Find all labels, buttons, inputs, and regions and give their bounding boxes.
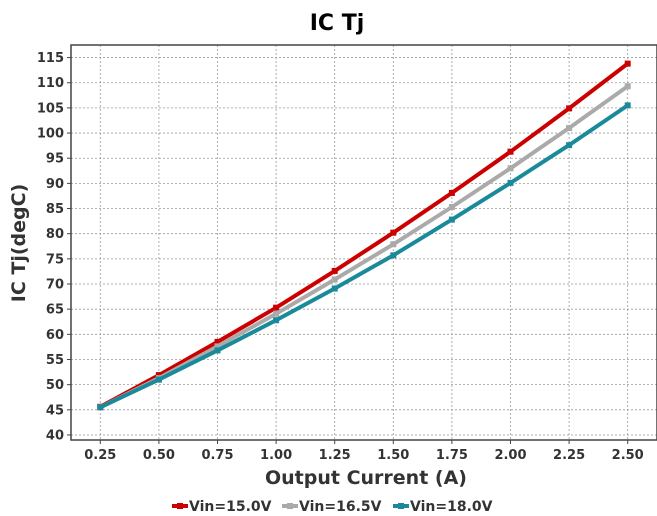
x-tick-label: 2.50 <box>612 448 644 463</box>
legend: Vin=15.0V Vin=16.5V Vin=18.0V <box>172 499 493 515</box>
y-tick-label: 105 <box>37 101 64 116</box>
x-tick-label: 1.00 <box>260 448 292 463</box>
data-point <box>566 105 573 112</box>
data-point <box>390 229 397 236</box>
data-point <box>214 347 221 354</box>
data-point <box>448 189 455 196</box>
data-point <box>566 142 573 149</box>
y-tick-label: 100 <box>37 127 64 142</box>
legend-marker <box>177 503 183 509</box>
x-tick-label: 2.00 <box>494 448 526 463</box>
legend-item: Vin=16.5V <box>282 499 382 515</box>
legend-item: Vin=15.0V <box>172 499 272 515</box>
data-point <box>331 276 338 283</box>
series-2 <box>97 83 631 411</box>
y-tick-label: 50 <box>46 378 64 393</box>
data-point <box>97 404 104 411</box>
x-tick-label: 0.75 <box>201 448 233 463</box>
y-tick-label: 40 <box>46 428 64 443</box>
data-point <box>390 252 397 259</box>
x-axis-title: Output Current (A) <box>265 467 467 489</box>
data-point <box>624 60 631 67</box>
y-tick-label: 60 <box>46 328 64 343</box>
y-tick-label: 95 <box>46 152 64 167</box>
y-tick-label: 85 <box>46 202 64 217</box>
y-tick-label: 80 <box>46 227 64 242</box>
y-tick-label: 90 <box>46 177 64 192</box>
y-tick-label: 75 <box>46 252 64 267</box>
data-point <box>566 125 573 132</box>
y-axis-title: IC Tj(degC) <box>8 184 30 303</box>
legend-label: Vin=18.0V <box>410 499 493 515</box>
data-point <box>331 267 338 274</box>
data-point <box>448 216 455 223</box>
data-point <box>273 310 280 317</box>
y-tick-label: 45 <box>46 403 64 418</box>
series-line <box>98 61 630 409</box>
data-point <box>155 376 162 383</box>
data-point <box>624 102 631 109</box>
y-tick-label: 65 <box>46 303 64 318</box>
x-axis-ticks: 0.25 0.50 0.75 1.00 1.25 1.50 1.75 2.00 2.25 2.50 <box>84 440 644 463</box>
x-tick-label: 1.75 <box>436 448 468 463</box>
series-1 <box>97 60 631 410</box>
data-point <box>507 148 514 155</box>
chart-title: IC Tj <box>310 11 365 36</box>
series <box>97 60 631 411</box>
x-tick-label: 0.25 <box>84 448 116 463</box>
data-point <box>273 317 280 324</box>
legend-label: Vin=16.5V <box>299 499 382 515</box>
data-point <box>624 83 631 90</box>
legend-marker <box>398 503 404 509</box>
y-axis-ticks: 40 45 50 55 60 65 70 75 80 85 90 95 100 105 110 115 <box>37 51 71 443</box>
x-tick-label: 1.25 <box>319 448 351 463</box>
y-tick-label: 55 <box>46 353 64 368</box>
y-tick-label: 70 <box>46 278 64 293</box>
x-tick-label: 2.25 <box>553 448 585 463</box>
data-point <box>214 338 221 345</box>
legend-label: Vin=15.0V <box>189 499 272 515</box>
x-tick-label: 0.50 <box>143 448 175 463</box>
series-3 <box>97 102 631 411</box>
legend-marker <box>287 503 293 509</box>
data-point <box>507 165 514 172</box>
data-point <box>214 343 221 350</box>
data-point <box>507 179 514 186</box>
data-point <box>390 241 397 248</box>
series-line <box>98 84 630 410</box>
y-tick-label: 115 <box>37 51 64 66</box>
x-tick-label: 1.50 <box>377 448 409 463</box>
data-point <box>331 285 338 292</box>
y-tick-label: 110 <box>37 76 64 91</box>
data-point <box>448 204 455 211</box>
legend-item: Vin=18.0V <box>393 499 493 515</box>
series-line <box>98 103 630 410</box>
plot-frame <box>70 44 657 441</box>
data-point <box>155 372 162 379</box>
data-point <box>273 304 280 311</box>
